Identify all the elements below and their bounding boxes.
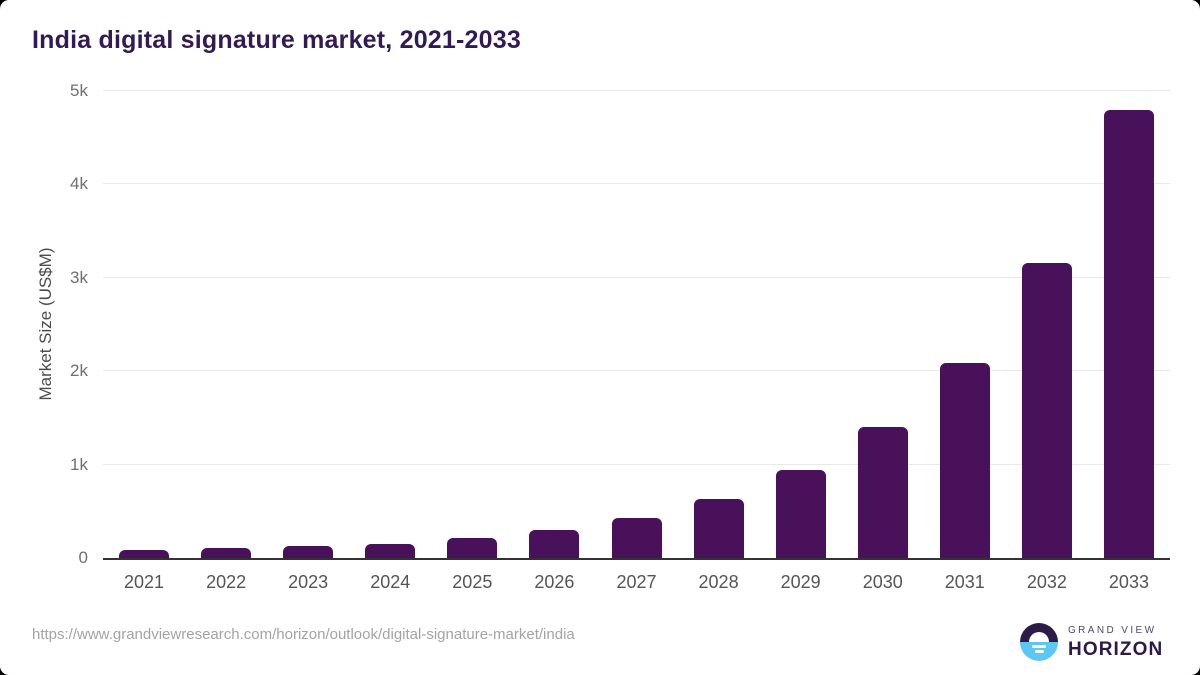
bar-2021[interactable]	[119, 550, 170, 558]
ytick-label-1k: 1k	[70, 454, 88, 474]
bar-2029[interactable]	[775, 470, 826, 558]
xtick-label-2028: 2028	[698, 572, 739, 592]
xtick-label-2024: 2024	[370, 572, 411, 592]
bar-2032[interactable]	[1021, 263, 1072, 558]
brand-name-bottom: HORIZON	[1068, 638, 1164, 660]
gridline-1k	[103, 463, 1170, 465]
xtick-label-2027: 2027	[616, 572, 657, 592]
bar-2031[interactable]	[939, 362, 990, 558]
xtick-label-2031: 2031	[944, 572, 985, 592]
ripple-icon	[1032, 645, 1046, 648]
ytick-label-2k: 2k	[70, 361, 88, 381]
ytick-label-4k: 4k	[70, 174, 88, 194]
bar-2025[interactable]	[447, 537, 498, 558]
xtick-label-2021: 2021	[124, 572, 165, 592]
xtick-label-2025: 2025	[452, 572, 493, 592]
ripple-icon	[1034, 650, 1044, 653]
xtick-label-2026: 2026	[534, 572, 575, 592]
xtick-label-2032: 2032	[1026, 572, 1067, 592]
brand-logo: GRAND VIEW HORIZON	[1020, 623, 1163, 661]
gridline-3k	[103, 276, 1170, 278]
ytick-label-0: 0	[78, 548, 88, 567]
xtick-label-2030: 2030	[862, 572, 903, 592]
brand-text: GRAND VIEW HORIZON	[1068, 624, 1164, 660]
gridline-5k	[103, 90, 1170, 91]
gridline-4k	[103, 183, 1170, 185]
bar-2026[interactable]	[529, 529, 580, 558]
bar-2027[interactable]	[611, 517, 662, 558]
y-axis-title: Market Size (US$M)	[36, 247, 55, 401]
sun-icon	[1029, 632, 1049, 642]
gridline-2k	[103, 370, 1170, 372]
brand-name-top: GRAND VIEW	[1068, 624, 1157, 636]
bar-2028[interactable]	[693, 498, 744, 558]
xtick-label-2029: 2029	[780, 572, 821, 592]
source-url: https://www.grandviewresearch.com/horizo…	[32, 626, 575, 643]
ytick-label-5k: 5k	[70, 81, 88, 100]
xtick-label-2022: 2022	[206, 572, 247, 592]
bar-2022[interactable]	[201, 548, 252, 558]
bar-2024[interactable]	[365, 543, 416, 558]
plot-area: 0 1k 2k 3k 4k 5k 2021 2022 2023 2024 2025 2026 2027 2…	[70, 81, 1170, 592]
xtick-label-2023: 2023	[288, 572, 329, 592]
chart-title: India digital signature market, 2021-203…	[32, 26, 521, 54]
horizon-sun-logo-icon	[1020, 623, 1058, 661]
xtick-label-2033: 2033	[1108, 572, 1149, 592]
bar-2030[interactable]	[857, 427, 908, 558]
bar-2033[interactable]	[1103, 110, 1154, 558]
ytick-label-3k: 3k	[70, 267, 88, 287]
bar-2023[interactable]	[283, 546, 334, 558]
